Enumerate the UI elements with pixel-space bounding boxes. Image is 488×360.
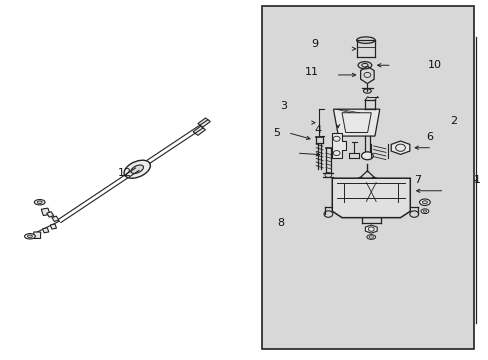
Ellipse shape [37,201,42,203]
Text: 3: 3 [280,102,286,112]
Text: 9: 9 [311,39,318,49]
Ellipse shape [368,236,373,238]
Polygon shape [193,126,205,135]
Polygon shape [41,208,50,216]
Polygon shape [47,212,54,217]
Text: 7: 7 [413,175,420,185]
Ellipse shape [422,201,427,204]
Polygon shape [34,232,41,238]
Polygon shape [390,141,409,154]
Polygon shape [331,178,409,218]
Ellipse shape [422,210,426,212]
Text: 5: 5 [272,129,279,138]
Ellipse shape [27,235,32,238]
Polygon shape [365,225,376,233]
Text: 6: 6 [426,132,432,142]
Polygon shape [333,109,379,136]
Polygon shape [52,216,59,221]
Text: 11: 11 [304,67,318,77]
Ellipse shape [131,165,143,174]
Ellipse shape [363,203,370,208]
Ellipse shape [420,209,428,213]
Text: 8: 8 [277,218,284,228]
Bar [261,6,473,348]
Text: 2: 2 [449,116,457,126]
Text: 4: 4 [313,125,321,135]
Ellipse shape [361,152,372,160]
Ellipse shape [24,234,35,239]
Ellipse shape [364,208,369,212]
Ellipse shape [34,199,45,205]
Polygon shape [42,228,49,233]
Polygon shape [198,118,210,127]
Text: 12: 12 [118,168,132,178]
Polygon shape [331,134,346,158]
Ellipse shape [124,160,150,178]
Ellipse shape [419,199,429,206]
Text: 1: 1 [472,175,480,185]
Polygon shape [50,224,57,229]
Ellipse shape [366,235,375,239]
Text: 10: 10 [427,60,441,70]
